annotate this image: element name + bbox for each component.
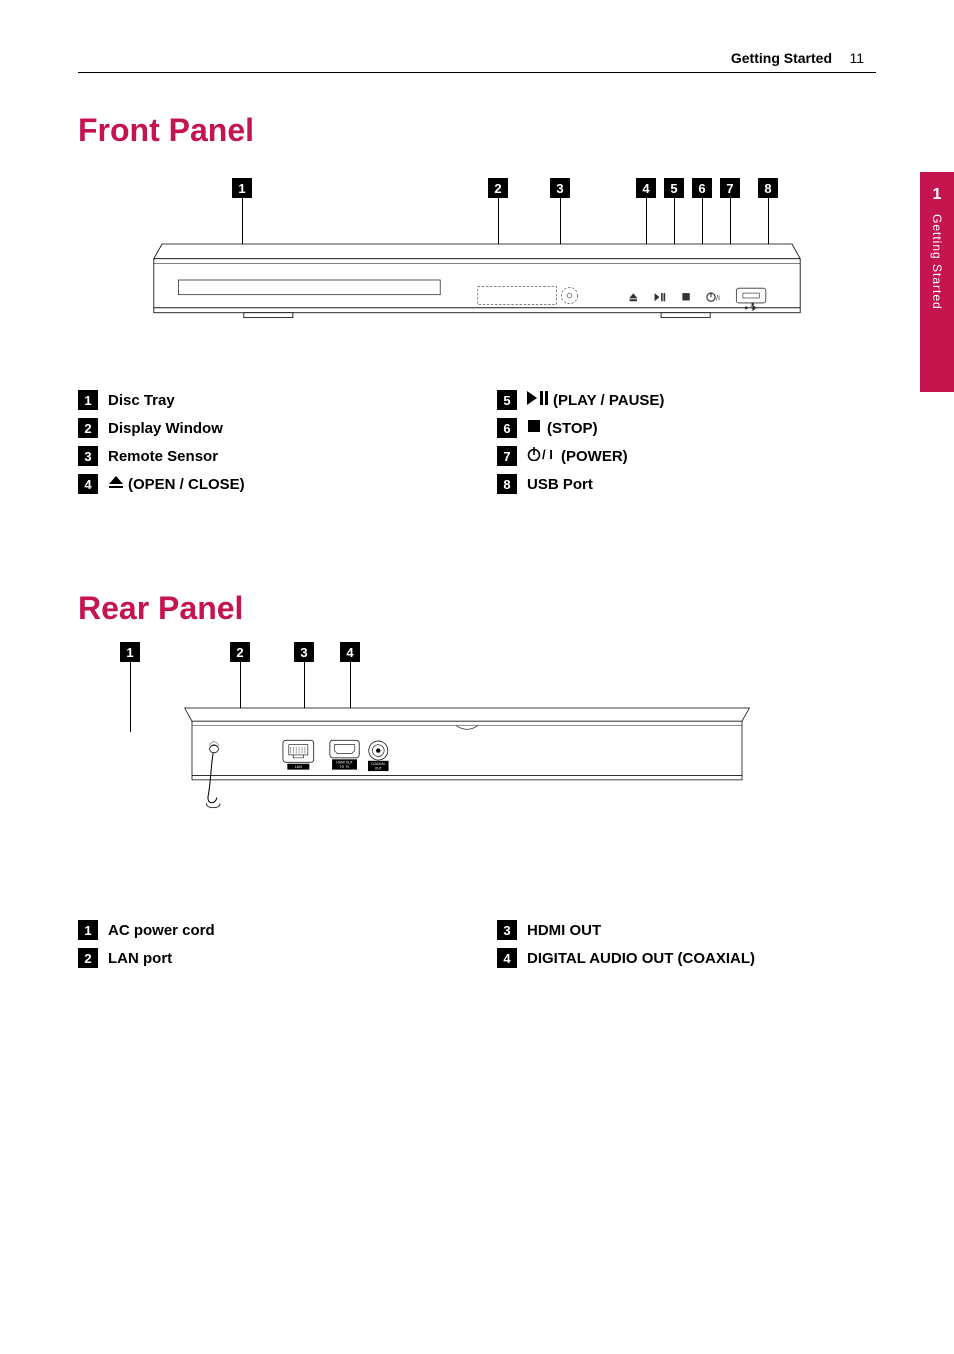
legend-text: (PLAY / PAUSE) bbox=[527, 391, 664, 409]
legend-number: 4 bbox=[78, 474, 98, 494]
callout-marker: 2 bbox=[230, 642, 250, 662]
power-icon: / I bbox=[527, 447, 557, 461]
callout-marker: 3 bbox=[294, 642, 314, 662]
legend-number: 5 bbox=[497, 390, 517, 410]
device-rear-illustration: LAN HDMI OUT TO TV COAXIAL OUT bbox=[78, 708, 856, 818]
legend-item: 3 Remote Sensor bbox=[78, 446, 457, 466]
legend-text: (OPEN / CLOSE) bbox=[108, 475, 245, 493]
legend-item: 1 AC power cord bbox=[78, 920, 457, 940]
front-panel-diagram: 1 2 3 45678 bbox=[78, 178, 876, 358]
legend-item: 5 (PLAY / PAUSE) bbox=[497, 390, 876, 410]
callout-marker: 4 bbox=[340, 642, 360, 662]
callout-marker: 2 bbox=[488, 178, 508, 198]
chapter-tab: 1 Getting Started bbox=[920, 172, 954, 392]
chapter-tab-label: Getting Started bbox=[930, 214, 944, 310]
legend-item: 4 DIGITAL AUDIO OUT (COAXIAL) bbox=[497, 948, 876, 968]
callout-marker: 5 bbox=[664, 178, 684, 198]
legend-number: 1 bbox=[78, 390, 98, 410]
svg-text:/I: /I bbox=[716, 293, 720, 302]
legend-item: 7 / I(POWER) bbox=[497, 446, 876, 466]
callout-marker: 1 bbox=[232, 178, 252, 198]
legend-text: DIGITAL AUDIO OUT (COAXIAL) bbox=[527, 950, 755, 967]
legend-number: 3 bbox=[78, 446, 98, 466]
legend-text: / I(POWER) bbox=[527, 447, 628, 465]
page-number: 11 bbox=[849, 50, 864, 66]
legend-number: 7 bbox=[497, 446, 517, 466]
callout-marker: 1 bbox=[120, 642, 140, 662]
rear-panel-heading: Rear Panel bbox=[78, 590, 243, 627]
callout-marker: 3 bbox=[550, 178, 570, 198]
svg-text:LAN: LAN bbox=[295, 765, 302, 769]
legend-item: 4 (OPEN / CLOSE) bbox=[78, 474, 457, 494]
legend-text: (STOP) bbox=[527, 419, 598, 437]
front-panel-legend: 1 Disc Tray 2 Display Window 3 Remote Sensor 4… bbox=[78, 390, 876, 502]
header-rule bbox=[78, 72, 876, 73]
legend-number: 8 bbox=[497, 474, 517, 494]
playpause-icon bbox=[527, 391, 549, 405]
legend-item: 1 Disc Tray bbox=[78, 390, 457, 410]
legend-text: Display Window bbox=[108, 420, 223, 437]
legend-number: 2 bbox=[78, 948, 98, 968]
device-front-illustration: /I bbox=[78, 244, 876, 334]
legend-number: 1 bbox=[78, 920, 98, 940]
legend-item: 2 LAN port bbox=[78, 948, 457, 968]
legend-item: 3 HDMI OUT bbox=[497, 920, 876, 940]
legend-text: USB Port bbox=[527, 476, 593, 493]
rear-panel-diagram: 1 2 3 4 bbox=[78, 642, 876, 872]
callout-marker: 6 bbox=[692, 178, 712, 198]
legend-text: Remote Sensor bbox=[108, 448, 218, 465]
rear-panel-legend: 1 AC power cord 2 LAN port 3 HDMI OUT 4 DIGITA… bbox=[78, 920, 876, 976]
chapter-tab-number: 1 bbox=[933, 186, 942, 204]
svg-text:/ I: / I bbox=[542, 447, 553, 461]
legend-item: 2 Display Window bbox=[78, 418, 457, 438]
legend-item: 8 USB Port bbox=[497, 474, 876, 494]
legend-number: 2 bbox=[78, 418, 98, 438]
header-section: Getting Started bbox=[731, 50, 832, 66]
eject-icon bbox=[108, 475, 124, 489]
legend-text: HDMI OUT bbox=[527, 922, 601, 939]
callout-marker: 8 bbox=[758, 178, 778, 198]
callout-marker: 7 bbox=[720, 178, 740, 198]
legend-text: LAN port bbox=[108, 950, 172, 967]
legend-item: 6 (STOP) bbox=[497, 418, 876, 438]
legend-text: Disc Tray bbox=[108, 392, 175, 409]
legend-number: 3 bbox=[497, 920, 517, 940]
svg-text:OUT: OUT bbox=[375, 767, 382, 771]
legend-text: AC power cord bbox=[108, 922, 215, 939]
stop-icon bbox=[527, 419, 543, 433]
svg-text:TO TV: TO TV bbox=[340, 765, 350, 769]
svg-text:COAXIAL: COAXIAL bbox=[371, 762, 385, 766]
legend-number: 4 bbox=[497, 948, 517, 968]
legend-number: 6 bbox=[497, 418, 517, 438]
front-panel-heading: Front Panel bbox=[78, 112, 254, 149]
svg-text:HDMI OUT: HDMI OUT bbox=[336, 761, 352, 765]
callout-marker: 4 bbox=[636, 178, 656, 198]
